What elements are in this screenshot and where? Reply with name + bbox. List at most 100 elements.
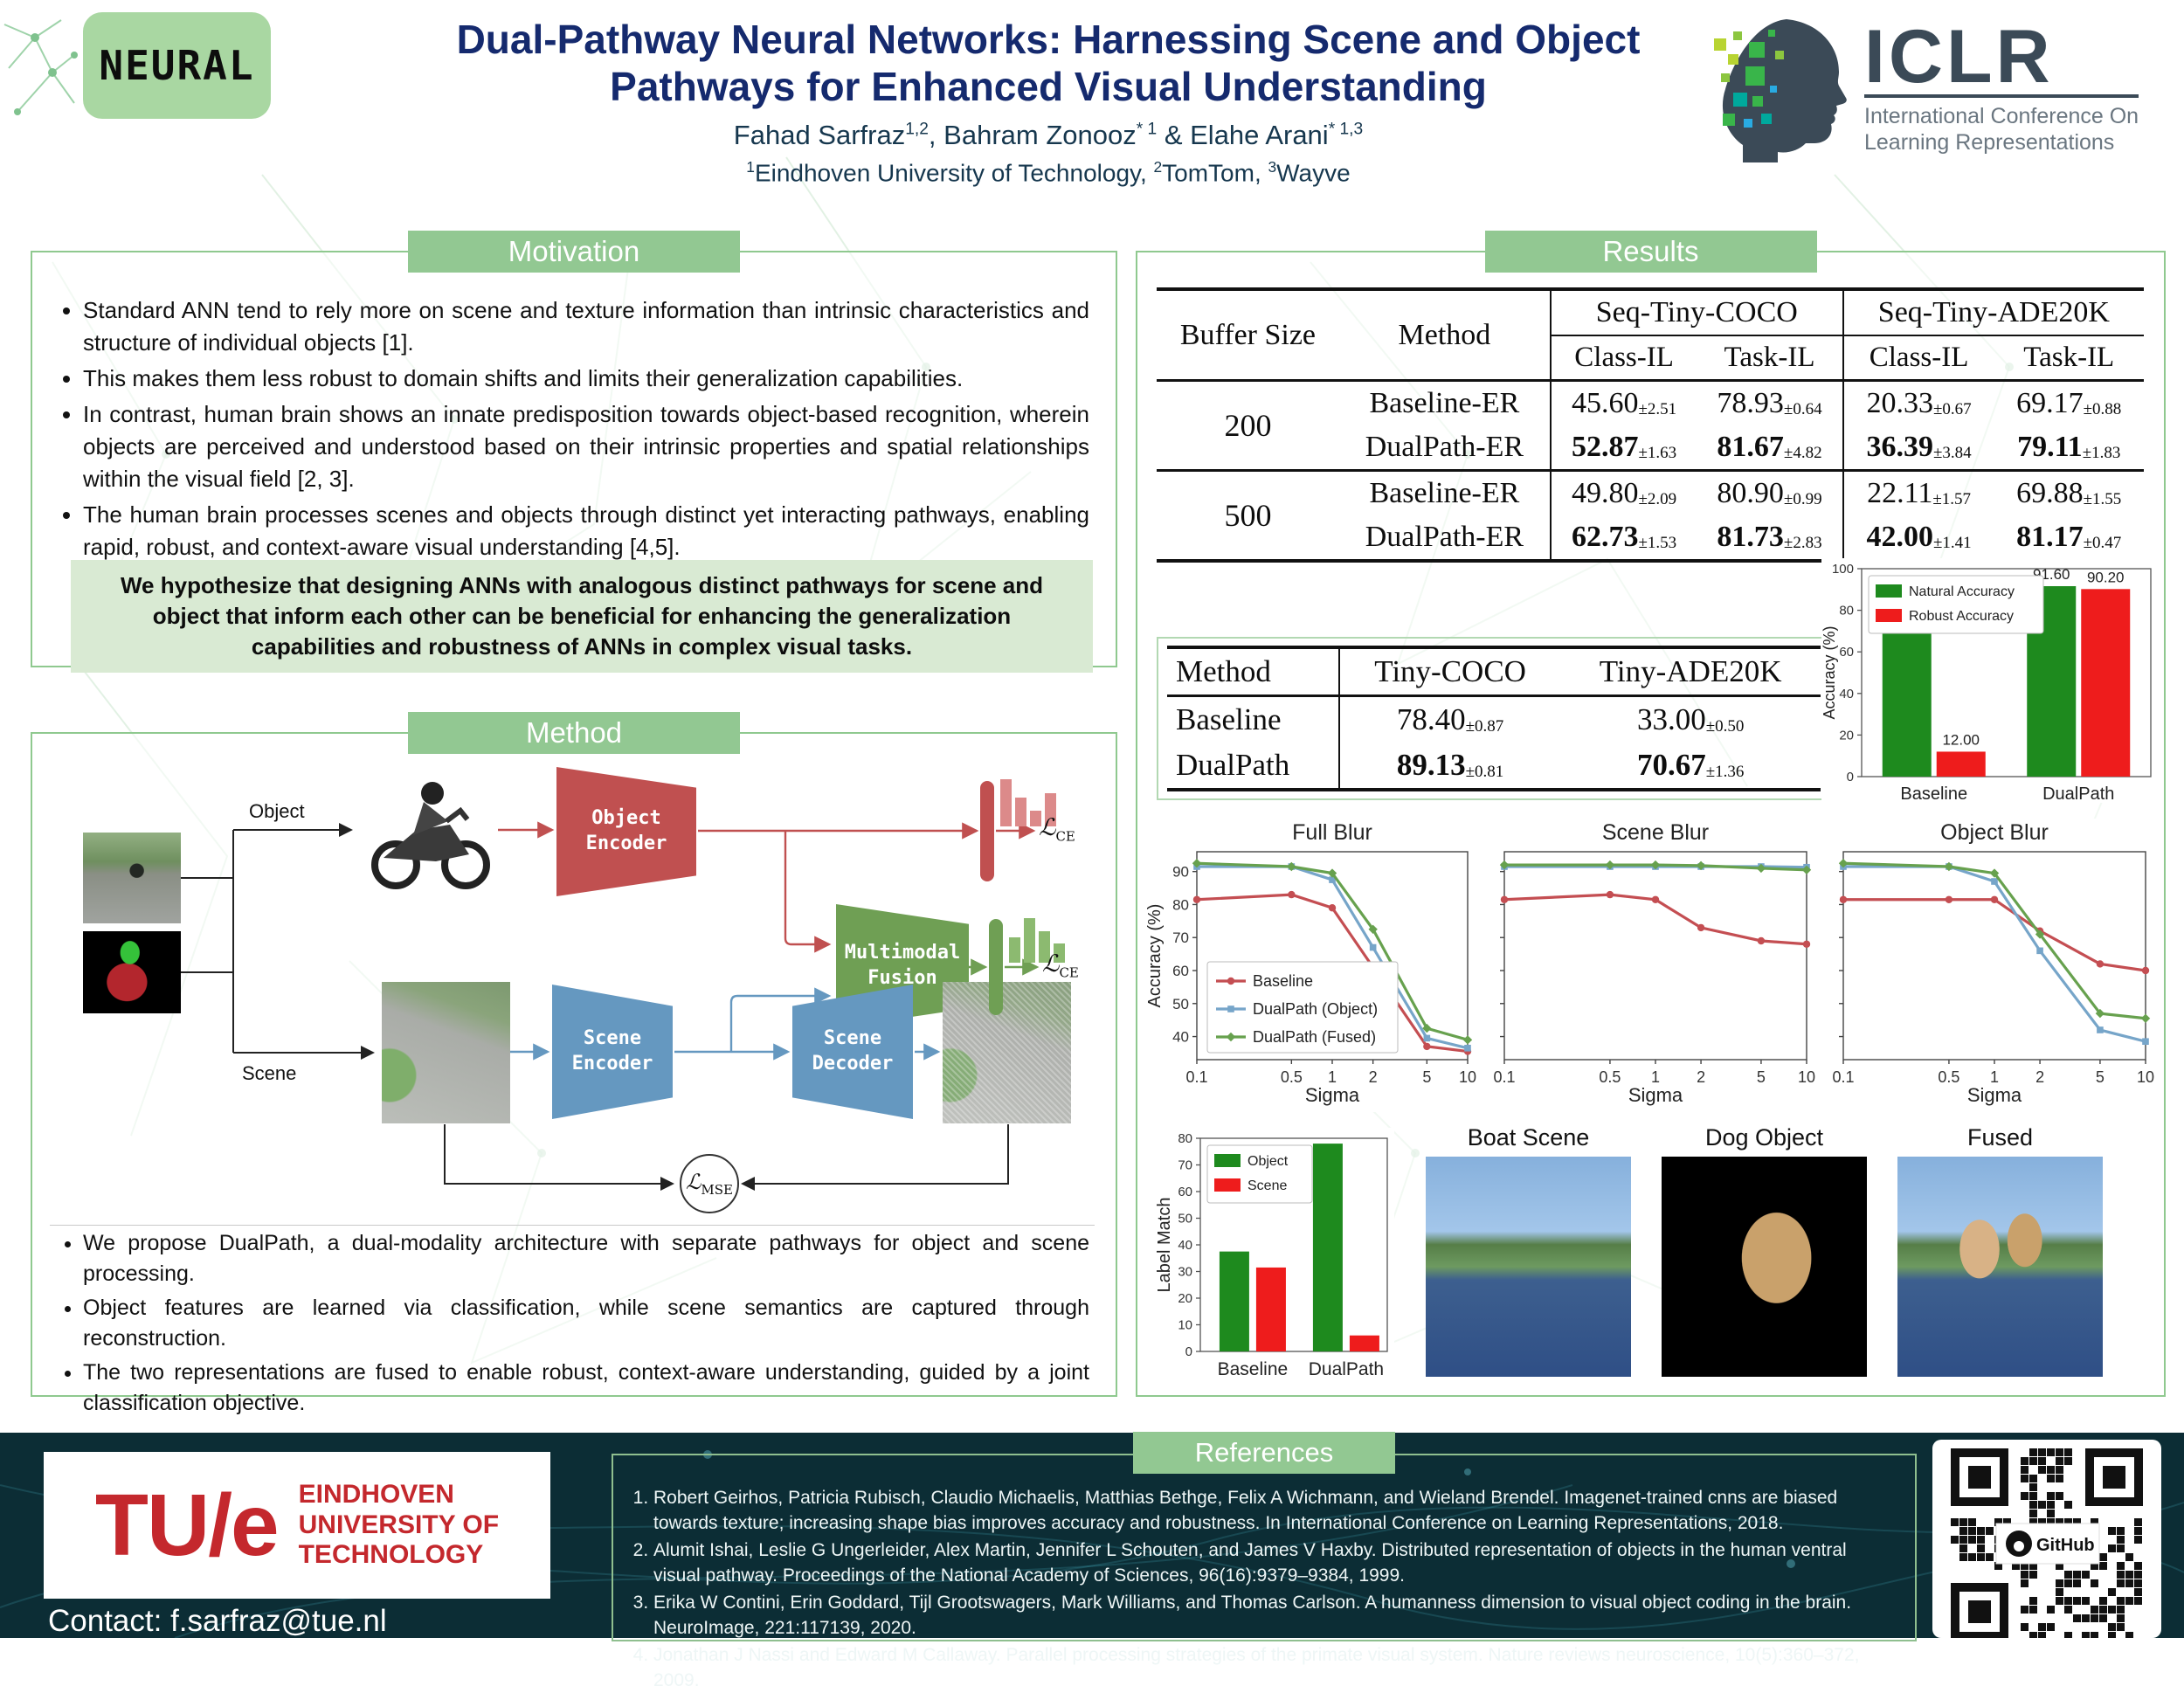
poster-title-line1: Dual-Pathway Neural Networks: Harnessing… (456, 17, 1641, 62)
svg-text:80: 80 (1178, 1131, 1192, 1146)
author-sup: 1,2 (905, 120, 929, 139)
svg-text:Object Blur: Object Blur (1940, 820, 2049, 845)
table-row: DualPath 89.13±0.81 70.67±1.36 (1167, 743, 1821, 790)
svg-text:5: 5 (1757, 1068, 1766, 1086)
scene-branch-label: Scene (242, 1062, 297, 1084)
divider (50, 1225, 1095, 1226)
svg-text:1: 1 (1651, 1068, 1660, 1086)
table-row: DualPath-ER 52.87±1.63 81.67±4.82 36.39±3.8… (1157, 425, 2144, 471)
scene-encoder-block: Scene Encoder (552, 985, 673, 1119)
svg-text:0.5: 0.5 (1938, 1068, 1959, 1086)
motorcycle-object-image (371, 782, 490, 889)
dog-object-figure: Dog Object (1662, 1124, 1867, 1377)
author-name: Fahad Sarfraz (733, 119, 906, 150)
svg-text:DualPath: DualPath (2042, 784, 2114, 803)
poster-header: NEURAL Dual-Pathway Neural Networks: Har… (0, 0, 2184, 231)
scene-decoder-block: Scene Decoder (792, 985, 913, 1119)
svg-text:0.5: 0.5 (1599, 1068, 1621, 1086)
motivation-bullet: This makes them less robust to domain sh… (83, 363, 1089, 395)
fused-ce-loss-label: ℒCE (1042, 950, 1079, 981)
table-row: Baseline 78.40±0.87 33.00±0.50 (1167, 695, 1821, 743)
svg-text:20: 20 (1839, 728, 1854, 743)
svg-text:Sigma: Sigma (1628, 1084, 1683, 1106)
svg-text:1: 1 (1328, 1068, 1337, 1086)
svg-text:60: 60 (1178, 1185, 1192, 1199)
svg-text:5: 5 (2096, 1068, 2105, 1086)
scene-image (382, 982, 510, 1123)
affiliations-line: 1Eindhoven University of Technology, 2To… (746, 157, 1351, 186)
svg-text:10: 10 (2137, 1068, 2154, 1086)
method-heading: Method (408, 712, 740, 754)
boat-scene-image (1426, 1157, 1631, 1377)
neural-logo-text: NEURAL (99, 42, 255, 89)
tue-acronym: TU/e (94, 1475, 280, 1574)
motivation-section: Motivation Standard ANN tend to rely mor… (31, 231, 1117, 673)
svg-text:70: 70 (1172, 929, 1189, 946)
affiliation: Eindhoven University of Technology (754, 158, 1140, 186)
scene-blur-line-chart: Scene Blur 0.1 0.5 1 2 5 10 Sigma (1485, 819, 1817, 1112)
hypothesis-box: We hypothesize that designing ANNs with … (71, 560, 1093, 673)
figure-caption: Fused (1966, 1124, 2034, 1151)
fused-figure: Fused (1897, 1124, 2103, 1377)
motivation-bullet: The human brain processes scenes and obj… (83, 499, 1089, 563)
svg-text:DualPath: DualPath (1309, 1359, 1384, 1379)
iclr-sub1: International Conference On (1864, 104, 2139, 129)
fused-logits-histogram-icon (1009, 912, 1068, 963)
tue-logo: TU/e EINDHOVEN UNIVERSITY OF TECHNOLOGY (44, 1452, 550, 1599)
motivation-heading: Motivation (408, 231, 740, 273)
input-image (83, 833, 181, 923)
fused-feature-bar (989, 919, 1003, 1015)
svg-text:Object: Object (1248, 1154, 1289, 1169)
col-header-tiny-ade20k: Tiny-ADE20K (1599, 654, 1782, 688)
qr-pattern: GitHub (1951, 1448, 2143, 1638)
sub-col-header: Class-IL (1842, 335, 1994, 381)
svg-text:GitHub: GitHub (2036, 1536, 2095, 1555)
object-branch-label: Object (249, 800, 305, 822)
svg-text:Baseline: Baseline (1253, 972, 1313, 990)
svg-text:1: 1 (1990, 1068, 1999, 1086)
diagram-connectors (181, 821, 1040, 1191)
poster-title-line2: Pathways for Enhanced Visual Understandi… (610, 64, 1487, 110)
iclr-logo: ICLR International Conference On Learnin… (1704, 12, 2180, 165)
svg-text:DualPath (Fused): DualPath (Fused) (1253, 1028, 1376, 1046)
col-group-seq-tiny-coco: Seq-Tiny-COCO (1549, 289, 1843, 336)
svg-text:Baseline: Baseline (1900, 784, 1967, 803)
dog-object-image (1662, 1157, 1867, 1377)
poster-footer: TU/e EINDHOVEN UNIVERSITY OF TECHNOLOGY … (0, 1432, 2184, 1690)
iclr-face-icon (1714, 19, 1847, 162)
full-blur-svg: Full Blur 40 50 60 70 80 90 0.1 0.5 1 2 5 10 Sigma Acc… (1145, 819, 1478, 1112)
svg-text:50: 50 (1172, 996, 1189, 1012)
references-heading: References (1133, 1432, 1395, 1474)
method-bullet: We propose DualPath, a dual-modality arc… (83, 1228, 1089, 1289)
author-name: Bahram Zonooz (943, 119, 1137, 150)
svg-text:10: 10 (1798, 1068, 1815, 1086)
svg-text:10: 10 (1178, 1318, 1192, 1333)
svg-text:20: 20 (1178, 1291, 1192, 1306)
author-sup: * 1 (1136, 120, 1158, 139)
object-logits-histogram-icon (1000, 774, 1063, 826)
neural-network-doodle-icon (3, 19, 78, 115)
col-header-method: Method (1176, 654, 1271, 688)
svg-text:Scene: Scene (1248, 1178, 1287, 1193)
reference-item: Robert Geirhos, Patricia Rubisch, Claudi… (653, 1485, 1896, 1536)
svg-text:5: 5 (1422, 1068, 1431, 1086)
svg-text:Scene Blur: Scene Blur (1602, 820, 1709, 845)
label-match-svg: 0 10 20 30 40 50 60 70 80 Label Match Baseline Dual… (1155, 1128, 1394, 1388)
svg-text:100: 100 (1832, 562, 1854, 577)
col-group-seq-tiny-ade20k: Seq-Tiny-ADE20K (1842, 289, 2144, 336)
blur-line-charts-row: Full Blur 40 50 60 70 80 90 0.1 0.5 1 2 5 10 Sigma Acc… (1145, 819, 2158, 1112)
affiliation: Wayve (1276, 158, 1351, 186)
github-qr-code: GitHub (1932, 1440, 2161, 1638)
method-section: Method (31, 712, 1117, 1415)
svg-text:0: 0 (1185, 1344, 1192, 1359)
method-bullets: We propose DualPath, a dual-modality arc… (32, 1228, 1116, 1422)
col-header-tiny-coco: Tiny-COCO (1337, 647, 1561, 696)
svg-text:80: 80 (1172, 896, 1189, 913)
architecture-diagram: Object Scene Object Encoder Multimodal F… (32, 743, 1116, 1219)
title-block: Dual-Pathway Neural Networks: Harnessing… (393, 16, 1704, 187)
svg-text:90.20: 90.20 (2087, 569, 2125, 585)
svg-text:0.1: 0.1 (1493, 1068, 1515, 1086)
svg-text:Baseline: Baseline (1218, 1359, 1289, 1379)
contact-email: Contact: f.sarfraz@tue.nl (48, 1604, 387, 1638)
